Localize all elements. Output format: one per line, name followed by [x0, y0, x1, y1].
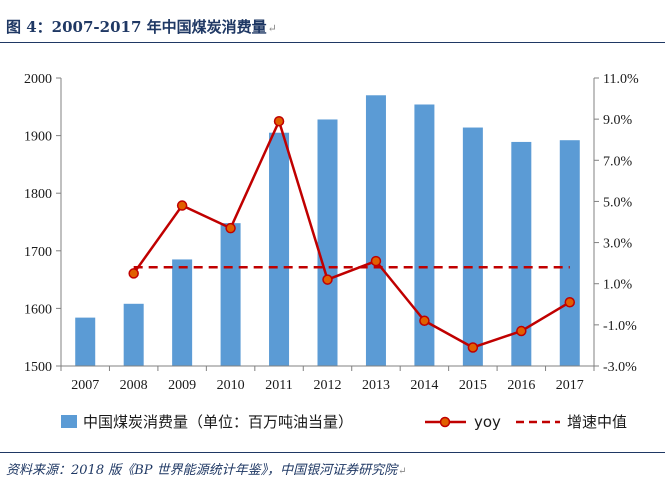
legend-label-bar: 中国煤炭消费量（单位：百万吨油当量）	[83, 413, 353, 431]
right-tick-label: -3.0%	[603, 360, 637, 375]
bar-2009	[172, 259, 193, 366]
left-tick-label: 1800	[24, 187, 52, 202]
x-tick-label: 2015	[459, 378, 487, 393]
bar-2007	[75, 317, 96, 366]
right-tick-label: 1.0%	[603, 278, 633, 293]
legend-label-yoy: yoy	[474, 413, 501, 431]
x-tick-label: 2011	[265, 378, 292, 393]
yoy-point-2008	[128, 268, 139, 279]
chart-legend: 中国煤炭消费量（单位：百万吨油当量） yoy 增速中值	[61, 413, 627, 431]
x-tick-label: 2008	[120, 378, 148, 393]
x-tick-label: 2016	[507, 378, 535, 393]
x-tick-label: 2009	[168, 378, 196, 393]
x-tick-label: 2010	[217, 378, 245, 393]
left-tick-label: 1600	[24, 302, 52, 317]
yoy-point-2011	[273, 115, 285, 127]
bar-2008	[123, 303, 144, 366]
legend-label-median: 增速中值	[567, 413, 627, 431]
figure-title-text: 图 4：2007-2017 年中国煤炭消费量	[6, 18, 267, 36]
yoy-line	[132, 119, 571, 349]
bar-2015	[462, 127, 483, 366]
x-tick-label: 2017	[556, 378, 584, 393]
right-tick-label: 5.0%	[603, 195, 633, 210]
legend-swatch-bar	[61, 415, 77, 428]
right-tick-label: 11.0%	[603, 72, 639, 87]
paragraph-mark-icon: ↵	[267, 22, 277, 35]
yoy-point-2014	[419, 315, 430, 326]
bar-2016	[511, 141, 532, 366]
tick-labels-layer: 1500 1600 1700 1800 1900 2000 11.0% 9.0% 7.0% 5.0…	[24, 72, 639, 393]
right-tick-label: 3.0%	[603, 237, 633, 252]
bars-layer	[75, 95, 580, 366]
bar-2010	[220, 223, 241, 366]
left-tick-label: 1900	[24, 130, 52, 145]
yoy-point-2012	[322, 274, 333, 285]
x-tick-label: 2014	[410, 378, 438, 393]
x-tick-label: 2013	[362, 378, 390, 393]
right-tick-label: -1.0%	[603, 319, 637, 334]
axes-layer	[56, 77, 599, 371]
coal-consumption-chart: 1500 1600 1700 1800 1900 2000 11.0% 9.0% 7.0% 5.0…	[24, 72, 639, 431]
bar-2013	[365, 95, 386, 366]
yoy-point-2009	[176, 200, 188, 211]
x-tick-label: 2007	[71, 378, 99, 393]
yoy-point-2017	[564, 296, 576, 308]
bar-2011	[269, 132, 290, 366]
x-tick-label: 2012	[314, 378, 342, 393]
paragraph-mark-icon: ↵	[398, 466, 407, 477]
source-note-text: 资料来源：2018 版《BP 世界能源统计年鉴》，中国银河证券研究院	[6, 463, 398, 478]
yoy-point-2016	[516, 325, 527, 337]
lines-layer	[128, 115, 576, 353]
bar-2014	[414, 104, 435, 366]
bar-2017	[559, 140, 580, 366]
yoy-point-2010	[225, 222, 236, 234]
source-note: 资料来源：2018 版《BP 世界能源统计年鉴》，中国银河证券研究院↵	[6, 459, 407, 478]
right-tick-label: 9.0%	[603, 113, 633, 128]
title-divider	[0, 42, 665, 43]
left-tick-label: 1700	[24, 245, 52, 260]
legend-marker-yoy	[439, 416, 451, 428]
right-tick-label: 7.0%	[603, 154, 633, 169]
left-tick-label: 2000	[24, 72, 52, 87]
yoy-point-2015	[467, 342, 479, 353]
yoy-point-2013	[370, 255, 382, 267]
figure-title: 图 4：2007-2017 年中国煤炭消费量↵	[6, 16, 277, 37]
footer-divider	[0, 452, 665, 453]
left-tick-label: 1500	[24, 360, 52, 375]
bar-2012	[317, 119, 338, 366]
